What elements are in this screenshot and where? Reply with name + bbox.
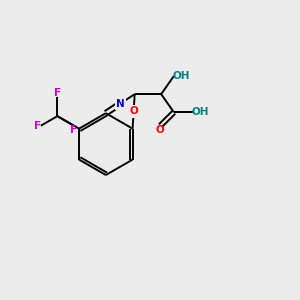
Text: OH: OH [192, 107, 209, 117]
Text: OH: OH [172, 71, 190, 81]
Text: F: F [34, 121, 41, 131]
Text: O: O [129, 106, 138, 116]
Text: N: N [116, 99, 124, 109]
Text: F: F [54, 88, 61, 98]
Text: O: O [156, 125, 165, 135]
Text: F: F [70, 125, 77, 135]
